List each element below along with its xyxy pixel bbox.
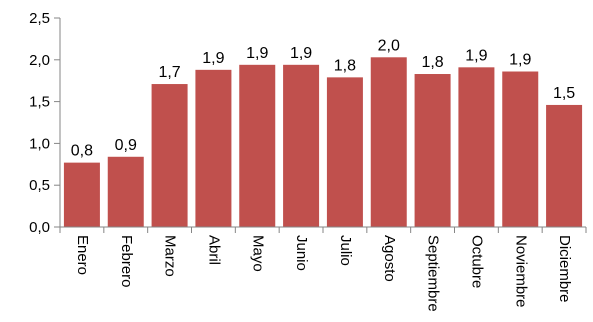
y-tick-label: 0,0 [29,219,50,236]
x-axis: Enero Febrero Marzo Abril Mayo Junio Julio Agos… [59,226,587,312]
bar [107,156,144,227]
data-label: 0,9 [115,137,137,154]
bar [502,71,539,227]
x-tick-label: Julio [337,235,354,266]
x-tick-label: Septiembre [425,235,442,312]
x-tick-label: Agosto [381,235,398,282]
x-tick-label: Abril [205,235,222,265]
x-tick-label: Noviembre [512,235,529,308]
data-label: 1,9 [290,45,312,62]
bar [326,77,363,227]
bar [458,67,495,227]
data-label: 1,9 [246,45,268,62]
bar [546,104,583,227]
bar [151,84,188,227]
data-label: 1,7 [158,64,180,81]
data-label: 1,8 [421,54,443,71]
data-label: 1,5 [553,85,575,102]
x-tick-label: Febrero [118,235,135,288]
x-tick-label: Marzo [162,235,179,277]
y-tick-label: 0,5 [29,177,50,194]
y-axis: 0,0 0,5 1,0 1,5 2,0 2,5 [29,10,61,236]
y-tick-label: 2,0 [29,52,50,69]
bar [283,64,320,227]
data-label: 2,0 [378,37,400,54]
data-label: 1,9 [509,52,531,69]
data-label: 1,9 [465,47,487,64]
bar [63,162,100,227]
bars [63,57,583,228]
x-tick-label: Diciembre [556,235,573,303]
y-tick-label: 1,5 [29,94,50,111]
data-labels: 0,8 0,9 1,7 1,9 1,9 1,9 1,8 2,0 1,8 1,9 1,9 1,5 [71,37,576,159]
x-tick-label: Octubre [468,235,485,288]
data-label: 1,8 [334,57,356,74]
x-tick-label: Enero [74,235,91,275]
data-label: 1,9 [202,50,224,67]
bar [239,64,276,227]
x-tick-label: Junio [293,235,310,271]
x-tick-label: Mayo [249,235,266,272]
bar [414,74,451,228]
y-tick-label: 2,5 [29,10,50,27]
bar [195,69,232,227]
y-tick-label: 1,0 [29,135,50,152]
bar [370,57,407,228]
data-label: 0,8 [71,143,93,160]
